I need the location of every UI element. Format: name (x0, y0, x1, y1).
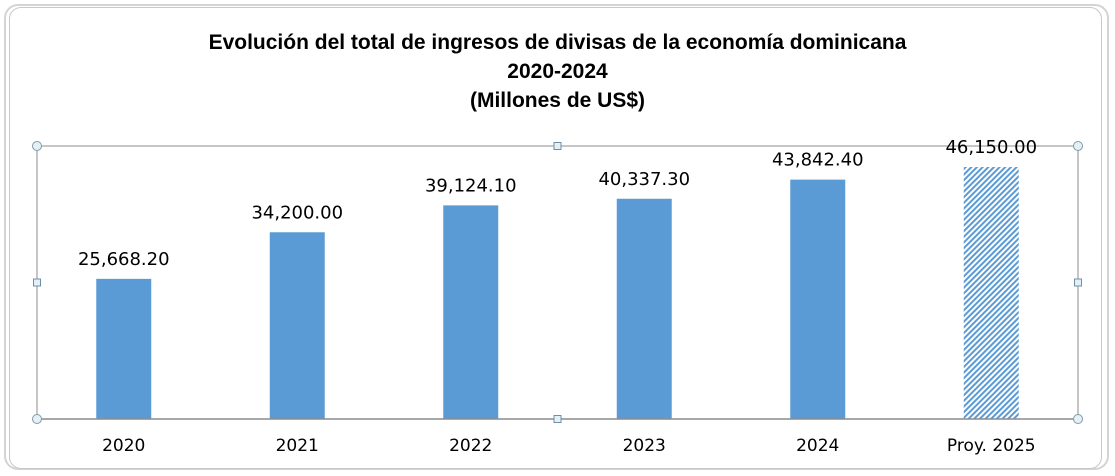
x-tick-label: 2024 (796, 436, 839, 456)
bar-projected[interactable] (963, 167, 1019, 419)
resize-handle-side[interactable] (33, 278, 41, 287)
chart-title-block: Evolución del total de ingresos de divis… (0, 28, 1115, 115)
data-label: 43,842.40 (772, 150, 864, 171)
resize-handle-side[interactable] (553, 415, 562, 423)
x-tick-label: 2021 (276, 436, 319, 456)
bar[interactable] (443, 205, 499, 419)
x-tick-label: Proy. 2025 (947, 436, 1036, 456)
resize-handle-corner[interactable] (1073, 141, 1083, 151)
plot-area-selection[interactable] (36, 145, 1079, 420)
x-tick-label: 2023 (623, 436, 666, 456)
resize-handle-corner[interactable] (1073, 414, 1083, 424)
bar[interactable] (790, 179, 846, 419)
chart-subtitle-years: 2020-2024 (507, 60, 608, 83)
data-label: 34,200.00 (251, 202, 343, 223)
x-tick-label: 2020 (102, 436, 145, 456)
chart-area[interactable] (9, 7, 1102, 469)
data-label: 40,337.30 (598, 169, 690, 190)
resize-handle-corner[interactable] (32, 414, 42, 424)
data-label: 25,668.20 (78, 249, 170, 270)
chart-subtitle-units: (Millones de US$) (469, 89, 646, 112)
chart-frame (4, 4, 1109, 470)
resize-handle-corner[interactable] (32, 141, 42, 151)
data-label: 46,150.00 (945, 137, 1037, 158)
chart-title: Evolución del total de ingresos de divis… (208, 31, 907, 54)
bar[interactable] (616, 198, 672, 419)
resize-handle-side[interactable] (553, 142, 562, 150)
x-tick-label: 2022 (449, 436, 492, 456)
data-label: 39,124.10 (425, 175, 517, 196)
resize-handle-side[interactable] (1074, 278, 1082, 287)
bar[interactable] (96, 278, 152, 419)
bar[interactable] (269, 232, 325, 419)
